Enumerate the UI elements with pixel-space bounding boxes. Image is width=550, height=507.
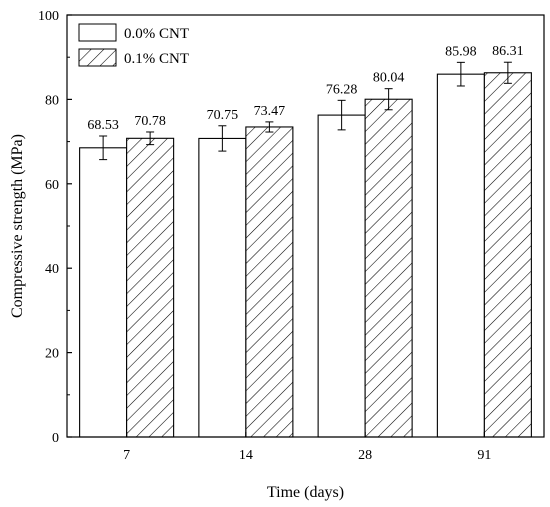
y-axis-title: Compressive strength (MPa): [9, 134, 26, 318]
error-bar-0-0-cnt-day-91: [456, 61, 465, 87]
bar-0-0-cnt-day-14: [198, 137, 247, 438]
bars-layer: [79, 72, 532, 438]
y-tick-label-40: 40: [45, 262, 59, 277]
data-label-0-1-cnt-day-14: 73.47: [254, 104, 286, 119]
bar-0-1-cnt-day-7: [126, 137, 175, 438]
x-tick-label-28: 28: [358, 448, 372, 463]
data-label-0-0-cnt-day-28: 76.28: [326, 82, 358, 97]
data-labels-layer: 68.53 70.78 70.75 73.47 76.28 80.04 85.98 86.31: [87, 44, 523, 133]
data-label-0-0-cnt-day-91: 85.98: [445, 44, 477, 59]
y-tick-label-0: 0: [52, 431, 59, 446]
error-bars-layer: [99, 61, 512, 161]
bar-0-0-cnt-day-91: [436, 73, 485, 438]
legend-swatch-0-0-cnt: [78, 23, 117, 42]
bar-0-0-cnt-day-7: [79, 147, 128, 438]
y-axis: 0 20 40 60 80 100: [38, 9, 72, 446]
data-label-0-1-cnt-day-28: 80.04: [373, 71, 405, 86]
x-tick-label-14: 14: [239, 448, 253, 463]
bar-0-1-cnt-day-14: [245, 126, 294, 438]
y-tick-label-60: 60: [45, 178, 59, 193]
error-bar-0-0-cnt-day-7: [99, 135, 108, 161]
data-label-0-0-cnt-day-7: 68.53: [87, 118, 119, 133]
error-bar-0-1-cnt-day-14: [265, 121, 274, 133]
legend: 0.0% CNT 0.1% CNT: [78, 23, 189, 67]
x-tick-label-7: 7: [123, 448, 130, 463]
y-tick-label-100: 100: [38, 9, 59, 24]
error-bar-0-1-cnt-day-28: [384, 88, 393, 111]
legend-swatch-0-1-cnt: [78, 48, 117, 67]
x-axis-title: Time (days): [267, 484, 344, 501]
data-label-0-1-cnt-day-91: 86.31: [492, 44, 524, 59]
y-tick-label-80: 80: [45, 93, 59, 108]
bar-0-0-cnt-day-28: [317, 114, 366, 438]
error-bar-0-1-cnt-day-91: [503, 61, 512, 84]
x-axis: 7 14 28 91: [123, 432, 491, 463]
error-bar-0-1-cnt-day-7: [146, 131, 155, 146]
error-bar-0-0-cnt-day-28: [337, 99, 346, 131]
legend-label-0-0-cnt: 0.0% CNT: [124, 26, 189, 42]
bar-0-1-cnt-day-28: [364, 98, 413, 438]
x-tick-label-91: 91: [477, 448, 491, 463]
data-label-0-0-cnt-day-14: 70.75: [207, 108, 239, 123]
error-bar-0-0-cnt-day-14: [218, 125, 227, 152]
legend-label-0-1-cnt: 0.1% CNT: [124, 51, 189, 67]
data-label-0-1-cnt-day-7: 70.78: [134, 114, 166, 129]
bar-0-1-cnt-day-91: [483, 72, 532, 438]
y-tick-label-20: 20: [45, 347, 59, 362]
